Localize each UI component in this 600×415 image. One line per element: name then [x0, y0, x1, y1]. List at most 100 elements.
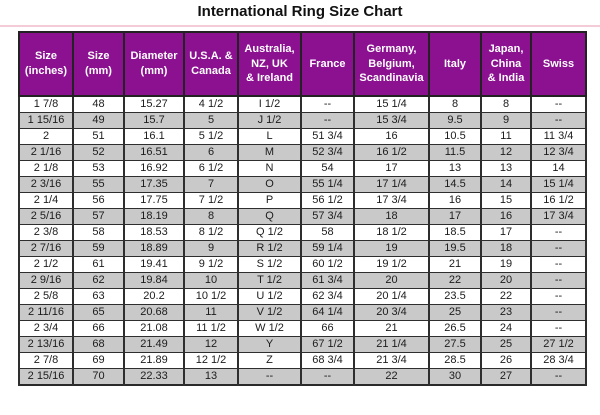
table-cell: 61 3/4 — [300, 272, 355, 289]
column-header: Japan, China & India — [480, 31, 532, 97]
table-cell: 69 — [72, 352, 125, 369]
table-cell: 2 5/8 — [18, 288, 74, 305]
table-cell: 19.5 — [428, 240, 482, 257]
table-cell: 12 1/2 — [183, 352, 239, 369]
table-cell: 2 5/16 — [18, 208, 74, 225]
table-cell: 68 — [72, 336, 125, 353]
table-cell: 66 — [72, 320, 125, 337]
table-cell: 16.51 — [123, 144, 185, 161]
table-cell: 22 — [428, 272, 482, 289]
table-cell: 11 3/4 — [530, 128, 587, 145]
table-cell: 52 — [72, 144, 125, 161]
table-cell: 4 1/2 — [183, 95, 239, 113]
table-cell: 17.35 — [123, 176, 185, 193]
table-cell: 20 — [353, 272, 430, 289]
table-cell: 2 3/4 — [18, 320, 74, 337]
table-row: 2 1/8 53 16.92 6 1/2 N 54 17 13 13 14 — [18, 160, 587, 177]
table-cell: 20 — [480, 272, 532, 289]
table-cell: 8 1/2 — [183, 224, 239, 241]
table-cell: 13 — [480, 160, 532, 177]
table-cell: R 1/2 — [237, 240, 302, 257]
table-cell: 12 — [480, 144, 532, 161]
table-cell: 58 — [300, 224, 355, 241]
table-cell: 16 — [480, 208, 532, 225]
table-cell: 55 — [72, 176, 125, 193]
table-cell: 24 — [480, 320, 532, 337]
table-cell: 66 — [300, 320, 355, 337]
column-header: Swiss — [530, 31, 587, 97]
table-cell: 21 — [428, 256, 482, 273]
table-cell: 20 3/4 — [353, 304, 430, 321]
table-cell: 14.5 — [428, 176, 482, 193]
table-cell: 63 — [72, 288, 125, 305]
column-header: U.S.A. & Canada — [183, 31, 239, 97]
table-cell: 56 1/2 — [300, 192, 355, 209]
table-cell: 26 — [480, 352, 532, 369]
table-cell: 53 — [72, 160, 125, 177]
table-cell: 48 — [72, 95, 125, 113]
table-cell: 16 1/2 — [353, 144, 430, 161]
table-cell: 27.5 — [428, 336, 482, 353]
table-cell: 22 — [480, 288, 532, 305]
table-cell: 10 1/2 — [183, 288, 239, 305]
table-cell: I 1/2 — [237, 95, 302, 113]
table-cell: 18.5 — [428, 224, 482, 241]
table-cell: -- — [530, 272, 587, 289]
table-cell: 5 — [183, 112, 239, 129]
table-row: 2 5/8 63 20.2 10 1/2 U 1/2 62 3/4 20 1/4 23.5 22… — [18, 288, 587, 305]
table-cell: 59 — [72, 240, 125, 257]
table-cell: 15 — [480, 192, 532, 209]
column-header: Italy — [428, 31, 482, 97]
table-cell: 17 1/4 — [353, 176, 430, 193]
table-cell: 70 — [72, 368, 125, 386]
table-cell: 7 — [183, 176, 239, 193]
table-cell: -- — [530, 256, 587, 273]
table-cell: 2 9/16 — [18, 272, 74, 289]
table-cell: 25 — [428, 304, 482, 321]
table-cell: 2 1/16 — [18, 144, 74, 161]
table-cell: 61 — [72, 256, 125, 273]
table-cell: 13 — [428, 160, 482, 177]
table-cell: 15.7 — [123, 112, 185, 129]
table-cell: 14 — [530, 160, 587, 177]
table-cell: 2 7/8 — [18, 352, 74, 369]
table-cell: 19 — [353, 240, 430, 257]
column-header: Germany, Belgium, Scandinavia — [353, 31, 430, 97]
table-cell: Q 1/2 — [237, 224, 302, 241]
table-row: 2 5/16 57 18.19 8 Q 57 3/4 18 17 16 17 3/4 — [18, 208, 587, 225]
table-cell: 21 — [353, 320, 430, 337]
table-cell: -- — [237, 368, 302, 386]
table-cell: 26.5 — [428, 320, 482, 337]
table-cell: 62 — [72, 272, 125, 289]
table-cell: 19 1/2 — [353, 256, 430, 273]
table-cell: 8 — [183, 208, 239, 225]
table-cell: -- — [530, 288, 587, 305]
table-cell: 17.75 — [123, 192, 185, 209]
table-cell: 19 — [480, 256, 532, 273]
table-cell: -- — [530, 368, 587, 386]
table-header-row: Size (inches) Size (mm) Diameter (mm) U.S.A… — [18, 31, 587, 97]
table-cell: 10.5 — [428, 128, 482, 145]
table-cell: 21.08 — [123, 320, 185, 337]
table-cell: 17 — [428, 208, 482, 225]
table-cell: W 1/2 — [237, 320, 302, 337]
table-cell: 55 1/4 — [300, 176, 355, 193]
table-cell: 2 11/16 — [18, 304, 74, 321]
table-row: 2 7/8 69 21.89 12 1/2 Z 68 3/4 21 3/4 28.5 26 28 … — [18, 352, 587, 369]
table-cell: 2 1/2 — [18, 256, 74, 273]
table-cell: -- — [530, 95, 587, 113]
table-row: 2 1/4 56 17.75 7 1/2 P 56 1/2 17 3/4 16 15 16 1/2 — [18, 192, 587, 209]
table-cell: 9 — [480, 112, 532, 129]
table-cell: 67 1/2 — [300, 336, 355, 353]
table-row: 2 7/16 59 18.89 9 R 1/2 59 1/4 19 19.5 18 -- — [18, 240, 587, 257]
table-cell: 59 1/4 — [300, 240, 355, 257]
page-title: International Ring Size Chart — [197, 3, 403, 20]
table-row: 2 13/16 68 21.49 12 Y 67 1/2 21 1/4 27.5 25 27 1/… — [18, 336, 587, 353]
table-row: 2 15/16 70 22.33 13 -- -- 22 30 27 -- — [18, 368, 587, 386]
table-cell: 51 3/4 — [300, 128, 355, 145]
table-cell: J 1/2 — [237, 112, 302, 129]
column-header: Size (inches) — [18, 31, 74, 97]
table-cell: Z — [237, 352, 302, 369]
table-cell: -- — [300, 368, 355, 386]
table-cell: 2 3/16 — [18, 176, 74, 193]
